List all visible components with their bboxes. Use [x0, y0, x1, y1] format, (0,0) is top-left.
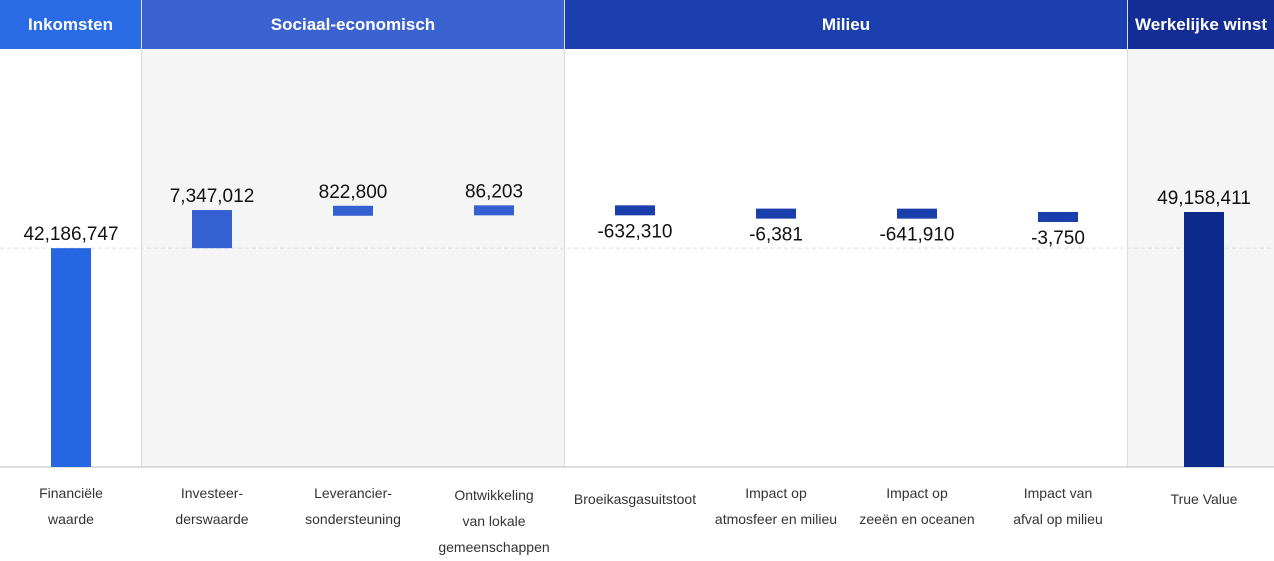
category-label-8: Impact van afval op milieu — [1013, 485, 1103, 527]
bar-7 — [897, 208, 937, 219]
data-label-1: 42,186,747 — [23, 224, 118, 245]
bar-5 — [615, 205, 655, 216]
bar-8 — [1038, 211, 1078, 222]
socio-band-background — [142, 49, 564, 467]
category-label-5: Broeikasgasuitstoot — [573, 491, 697, 507]
data-label-4: 86,203 — [465, 181, 523, 202]
category-label-3: Leverancier- sondersteuning — [305, 485, 401, 527]
data-label-2: 7,347,012 — [170, 186, 255, 207]
category-label-7: Impact op zeeën en oceanen — [859, 485, 975, 527]
category-label-9: True Value — [1170, 491, 1238, 507]
divider-1 — [141, 0, 142, 467]
data-label-6: -6,381 — [749, 225, 803, 246]
data-label-5: -632,310 — [597, 221, 672, 242]
category-label-2: Investeer- derswaarde — [175, 485, 249, 527]
category-label-1: Financiële waarde — [39, 485, 103, 527]
bar-6 — [756, 208, 796, 219]
data-label-9: 49,158,411 — [1157, 188, 1251, 209]
data-label-8: -3,750 — [1031, 228, 1085, 249]
category-label-6: Impact op atmosfeer en milieu — [714, 485, 838, 527]
header-true-profit: Werkelijke winst — [1128, 0, 1274, 49]
data-label-3: 822,800 — [319, 182, 388, 203]
divider-3 — [1127, 0, 1128, 467]
header-income: Inkomsten — [0, 0, 141, 49]
header-socio-economic: Sociaal-economisch — [142, 0, 564, 49]
header-environment: Milieu — [565, 0, 1127, 49]
category-label-4: Ontwikkeling van lokale gemeenschappen — [438, 487, 550, 555]
bar-4 — [474, 205, 514, 216]
divider-2 — [564, 0, 565, 467]
bar-9 — [1184, 212, 1224, 467]
data-label-7: -641,910 — [879, 225, 954, 246]
bar-3 — [333, 205, 373, 216]
bar-1 — [51, 248, 91, 467]
bar-2 — [192, 210, 232, 249]
